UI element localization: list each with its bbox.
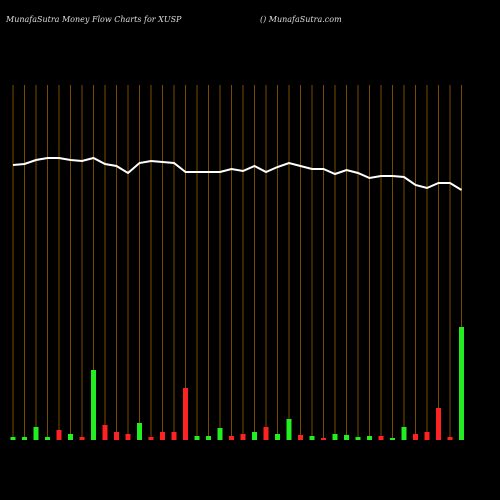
bar (263, 427, 269, 440)
bar (148, 437, 154, 440)
bar (252, 432, 257, 440)
bar (390, 438, 395, 440)
bar (56, 430, 62, 440)
bar (378, 436, 384, 440)
bar (102, 425, 108, 440)
bar (183, 388, 188, 440)
bar (68, 434, 73, 440)
bar (436, 408, 441, 440)
bar (321, 438, 326, 440)
line (12, 156, 463, 191)
bar (114, 432, 119, 440)
bar (309, 436, 315, 440)
bar (332, 434, 338, 440)
bar (33, 427, 39, 440)
bar (367, 436, 372, 440)
bar (424, 432, 430, 440)
bar (355, 437, 361, 440)
bar (22, 437, 27, 440)
bar (137, 423, 142, 440)
bar (160, 432, 165, 440)
bar (447, 437, 453, 440)
bar (206, 436, 211, 440)
bar (286, 419, 292, 440)
bar (217, 428, 223, 440)
bar (79, 437, 85, 440)
bar (10, 437, 16, 440)
bar (45, 437, 50, 440)
bar (125, 434, 131, 440)
chart-subtitle: () MunafaSutra.com (260, 15, 342, 24)
bar (344, 435, 349, 440)
bar (240, 434, 246, 440)
bar (401, 427, 407, 440)
bar (459, 327, 464, 440)
bar (91, 370, 96, 440)
bar (194, 436, 200, 440)
bar (275, 434, 280, 440)
bar (298, 435, 303, 440)
bar (229, 436, 234, 440)
bar (171, 432, 177, 440)
chart-title: MunafaSutra Money Flow Charts for XUSP (5, 15, 182, 24)
bar (413, 434, 418, 440)
